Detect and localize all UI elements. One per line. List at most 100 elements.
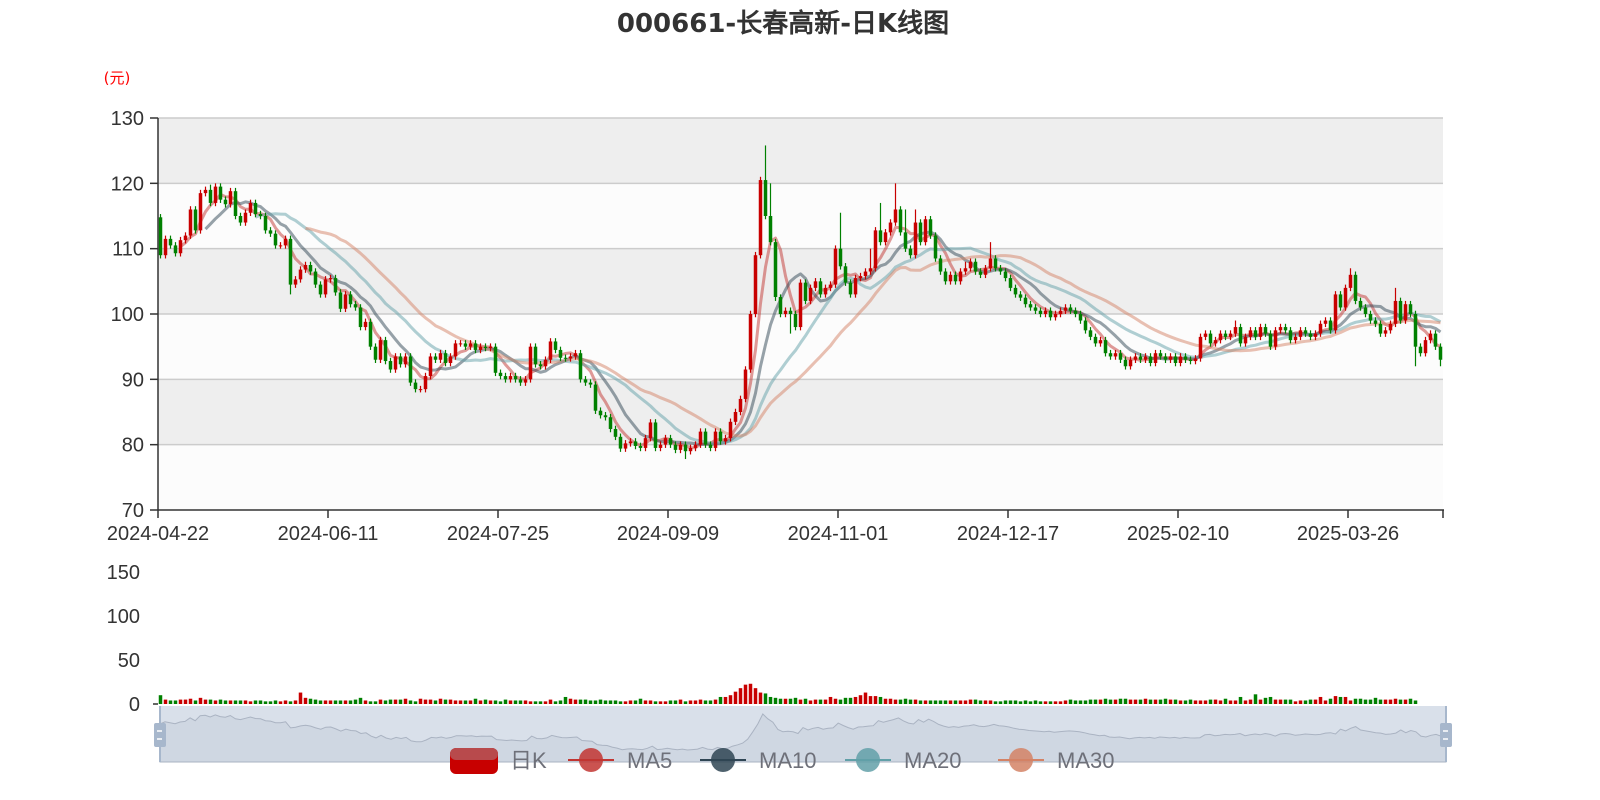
volume-bar <box>923 700 928 704</box>
volume-tick-label: 0 <box>129 694 140 716</box>
volume-bar <box>198 697 203 704</box>
candle <box>438 349 443 363</box>
volume-bar <box>348 700 353 704</box>
volume-bar <box>368 701 373 704</box>
volume-bar <box>748 683 753 704</box>
y-axis-unit-label: (元) <box>104 69 131 87</box>
candle-body <box>1048 310 1053 318</box>
volume-bar <box>593 700 598 704</box>
legend-item-ma30[interactable]: MA30 <box>998 748 1114 773</box>
candle-body <box>413 382 418 390</box>
handle-grip-icon[interactable] <box>154 723 166 747</box>
volume-bar <box>1223 698 1228 704</box>
candle-body <box>1003 271 1008 279</box>
candle <box>743 366 748 403</box>
legend-label: MA5 <box>627 748 672 773</box>
volume-bar <box>818 699 823 704</box>
volume-bar <box>523 700 528 704</box>
candle-body <box>403 356 408 365</box>
y-tick-label: 90 <box>122 369 144 391</box>
split-band <box>158 118 1443 184</box>
candle-body <box>1068 307 1073 311</box>
candle <box>983 265 988 279</box>
candle-body <box>823 287 828 295</box>
legend-item-ma20[interactable]: MA20 <box>845 748 961 773</box>
volume-bar <box>768 696 773 704</box>
volume-bar <box>448 699 453 704</box>
volume-bar <box>638 698 643 704</box>
candle-body <box>683 444 688 452</box>
volume-bar <box>1248 699 1253 704</box>
volume-bar <box>1278 699 1283 704</box>
candle-body <box>198 193 203 231</box>
candle <box>1313 330 1318 341</box>
candle-body <box>383 340 388 362</box>
candle <box>993 255 998 272</box>
candle-body <box>658 444 663 448</box>
candle <box>373 343 378 363</box>
volume-bar <box>378 699 383 704</box>
legend-item-ma10[interactable]: MA10 <box>700 748 816 773</box>
datazoom-handle-left[interactable] <box>154 723 166 747</box>
legend-item-ma5[interactable]: MA5 <box>568 748 672 773</box>
candle-body <box>238 216 243 223</box>
candle-body <box>318 284 323 295</box>
datazoom-slider[interactable] <box>154 706 1452 763</box>
candle <box>768 183 773 246</box>
candle <box>688 444 693 455</box>
candle <box>1393 287 1398 328</box>
candle <box>1043 307 1048 318</box>
volume-bar <box>1313 699 1318 704</box>
candle-body <box>273 233 278 246</box>
candle-body <box>1108 353 1113 357</box>
volume-bar <box>518 700 523 704</box>
volume-bar <box>1068 699 1073 704</box>
candle <box>333 274 338 296</box>
candle <box>1263 323 1268 337</box>
candle-body <box>1273 330 1278 347</box>
volume-bar <box>1388 699 1393 704</box>
volume-bar <box>288 701 293 704</box>
candle <box>243 209 248 226</box>
volume-bar <box>498 701 503 704</box>
candle <box>1273 327 1278 350</box>
volume-bar <box>1193 700 1198 704</box>
volume-bar <box>408 700 413 704</box>
volume-bar <box>1113 699 1118 704</box>
candle <box>813 278 818 292</box>
datazoom-handle-right[interactable] <box>1440 723 1452 747</box>
legend-item-日k[interactable]: 日K <box>450 748 547 774</box>
candle-body <box>1293 336 1298 341</box>
candle-body <box>778 297 783 314</box>
candle-body <box>1268 333 1273 347</box>
volume-bar <box>578 699 583 704</box>
volume-bar <box>218 699 223 704</box>
x-tick-label: 2024-07-25 <box>447 523 549 545</box>
candle <box>593 381 598 414</box>
candle <box>278 242 283 249</box>
handle-grip-icon[interactable] <box>1440 723 1452 747</box>
candle <box>403 353 408 368</box>
candle-body <box>268 230 273 234</box>
volume-bar <box>318 700 323 704</box>
candle-body <box>498 372 503 377</box>
candle <box>1108 349 1113 360</box>
candle-body <box>703 431 708 445</box>
candle <box>318 281 323 298</box>
candle-body <box>763 180 768 216</box>
candle-body <box>1093 336 1098 344</box>
candle-body <box>588 382 593 385</box>
candle <box>1158 349 1163 360</box>
candle-body <box>803 282 808 301</box>
volume-bar <box>263 701 268 704</box>
candle-body <box>1018 294 1023 298</box>
volume-bar <box>508 700 513 704</box>
legend-label: 日K <box>510 748 547 773</box>
volume-bar <box>1363 699 1368 704</box>
candle-body <box>1223 333 1228 337</box>
candle-body <box>213 186 218 203</box>
candle-body <box>868 268 873 272</box>
volume-bar <box>243 700 248 704</box>
candle <box>1193 355 1198 365</box>
volume-bar <box>1218 700 1223 704</box>
